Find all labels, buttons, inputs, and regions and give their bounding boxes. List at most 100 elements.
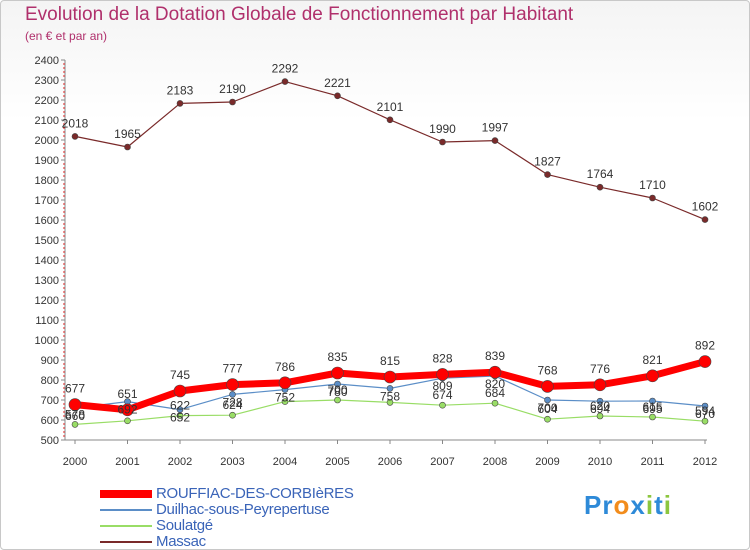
data-label: 700 (537, 401, 557, 415)
data-point (386, 116, 394, 124)
data-label: 892 (695, 339, 715, 353)
y-tick-label: 2200 (35, 95, 59, 107)
logo-letter: r (602, 490, 614, 520)
legend-label: Duilhac-sous-Peyrepertuse (156, 501, 330, 518)
data-point (176, 406, 184, 413)
x-tick-label: 2009 (535, 456, 559, 468)
y-tick-label: 1500 (35, 235, 59, 247)
x-tick-label: 2005 (325, 456, 349, 468)
y-tick-label: 1600 (35, 215, 59, 227)
data-point (334, 92, 341, 100)
data-point (593, 378, 607, 392)
y-tick-label: 600 (41, 415, 59, 427)
logo-letter: x (630, 490, 646, 520)
y-tick-label: 1900 (35, 155, 59, 167)
data-label: 776 (590, 362, 610, 376)
y-tick-label: 1200 (35, 295, 59, 307)
data-point (439, 401, 446, 409)
y-tick-label: 1400 (35, 255, 59, 267)
data-label: 839 (485, 349, 505, 363)
data-point (439, 138, 446, 146)
chart-title: Evolution de la Dotation Globale de Fonc… (25, 4, 574, 25)
data-label: 1965 (114, 127, 141, 141)
data-label: 2101 (377, 100, 404, 114)
logo-letter: P (584, 490, 603, 520)
data-point (71, 133, 79, 140)
chart-subtitle: (en € et par an) (25, 29, 108, 43)
data-label: 695 (642, 402, 662, 416)
data-label: 815 (380, 354, 400, 368)
data-point (596, 183, 604, 191)
data-point (334, 396, 341, 404)
data-point (596, 397, 604, 405)
x-tick-label: 2011 (641, 456, 665, 468)
y-tick-label: 2100 (35, 115, 59, 127)
logo-letter: o (613, 490, 631, 520)
y-tick-label: 1100 (35, 315, 59, 327)
data-label: 768 (537, 363, 557, 377)
legend-label: Massac (156, 533, 206, 550)
data-point (278, 376, 292, 390)
legend-swatch (100, 509, 152, 511)
y-tick-label: 2400 (35, 55, 59, 67)
data-point (68, 398, 82, 411)
data-point (124, 417, 131, 425)
legend-label: Soulatgé (156, 517, 213, 534)
data-label: 578 (65, 407, 85, 421)
legend-swatch (100, 525, 152, 527)
data-label: 2190 (219, 82, 246, 96)
legend-label: ROUFFIAC-DES-CORBIèRES (156, 485, 354, 502)
data-label: 694 (590, 402, 610, 416)
data-label: 674 (432, 388, 452, 402)
data-label: 670 (695, 407, 715, 421)
data-point (544, 396, 551, 404)
data-label: 1764 (587, 167, 614, 181)
data-point (229, 98, 236, 106)
y-tick-label: 900 (41, 355, 59, 367)
data-label: 660 (65, 409, 85, 423)
data-label: 752 (275, 391, 295, 405)
data-label: 1997 (482, 121, 509, 135)
data-label: 2292 (272, 62, 299, 76)
data-point (226, 378, 239, 391)
data-label: 624 (222, 398, 242, 412)
data-label: 1990 (429, 122, 456, 136)
data-point (383, 370, 397, 384)
data-point (649, 397, 656, 405)
data-label: 820 (485, 377, 505, 391)
data-point (698, 355, 712, 368)
x-tick-label: 2008 (483, 456, 507, 468)
y-tick-label: 2300 (35, 75, 59, 87)
data-label: 684 (485, 386, 505, 400)
x-tick-label: 2006 (378, 456, 402, 468)
legend-swatch (100, 541, 152, 543)
data-point (701, 402, 709, 410)
data-label: 835 (327, 350, 347, 364)
data-point (334, 380, 341, 388)
data-point (649, 413, 656, 421)
x-tick-label: 2004 (273, 456, 297, 468)
logo-letter: t (654, 490, 664, 520)
x-tick-label: 2001 (115, 456, 139, 468)
logo-letter: i (645, 490, 655, 520)
data-label: 700 (327, 383, 347, 397)
data-point (701, 216, 709, 223)
data-label: 1602 (692, 200, 719, 214)
data-point (646, 369, 659, 383)
y-tick-label: 800 (41, 375, 59, 387)
data-label: 758 (380, 389, 400, 403)
data-point (281, 78, 289, 85)
x-tick-label: 2002 (168, 456, 192, 468)
y-tick-label: 1000 (35, 335, 59, 347)
data-point (491, 399, 499, 407)
data-point (71, 421, 79, 428)
y-tick-label: 1800 (35, 175, 59, 187)
data-label: 2018 (62, 116, 89, 130)
data-point (649, 194, 656, 202)
data-label: 780 (327, 385, 347, 399)
data-label: 1827 (534, 155, 561, 169)
y-tick-label: 700 (41, 395, 59, 407)
data-point (331, 366, 344, 380)
x-tick-label: 2007 (430, 456, 454, 468)
